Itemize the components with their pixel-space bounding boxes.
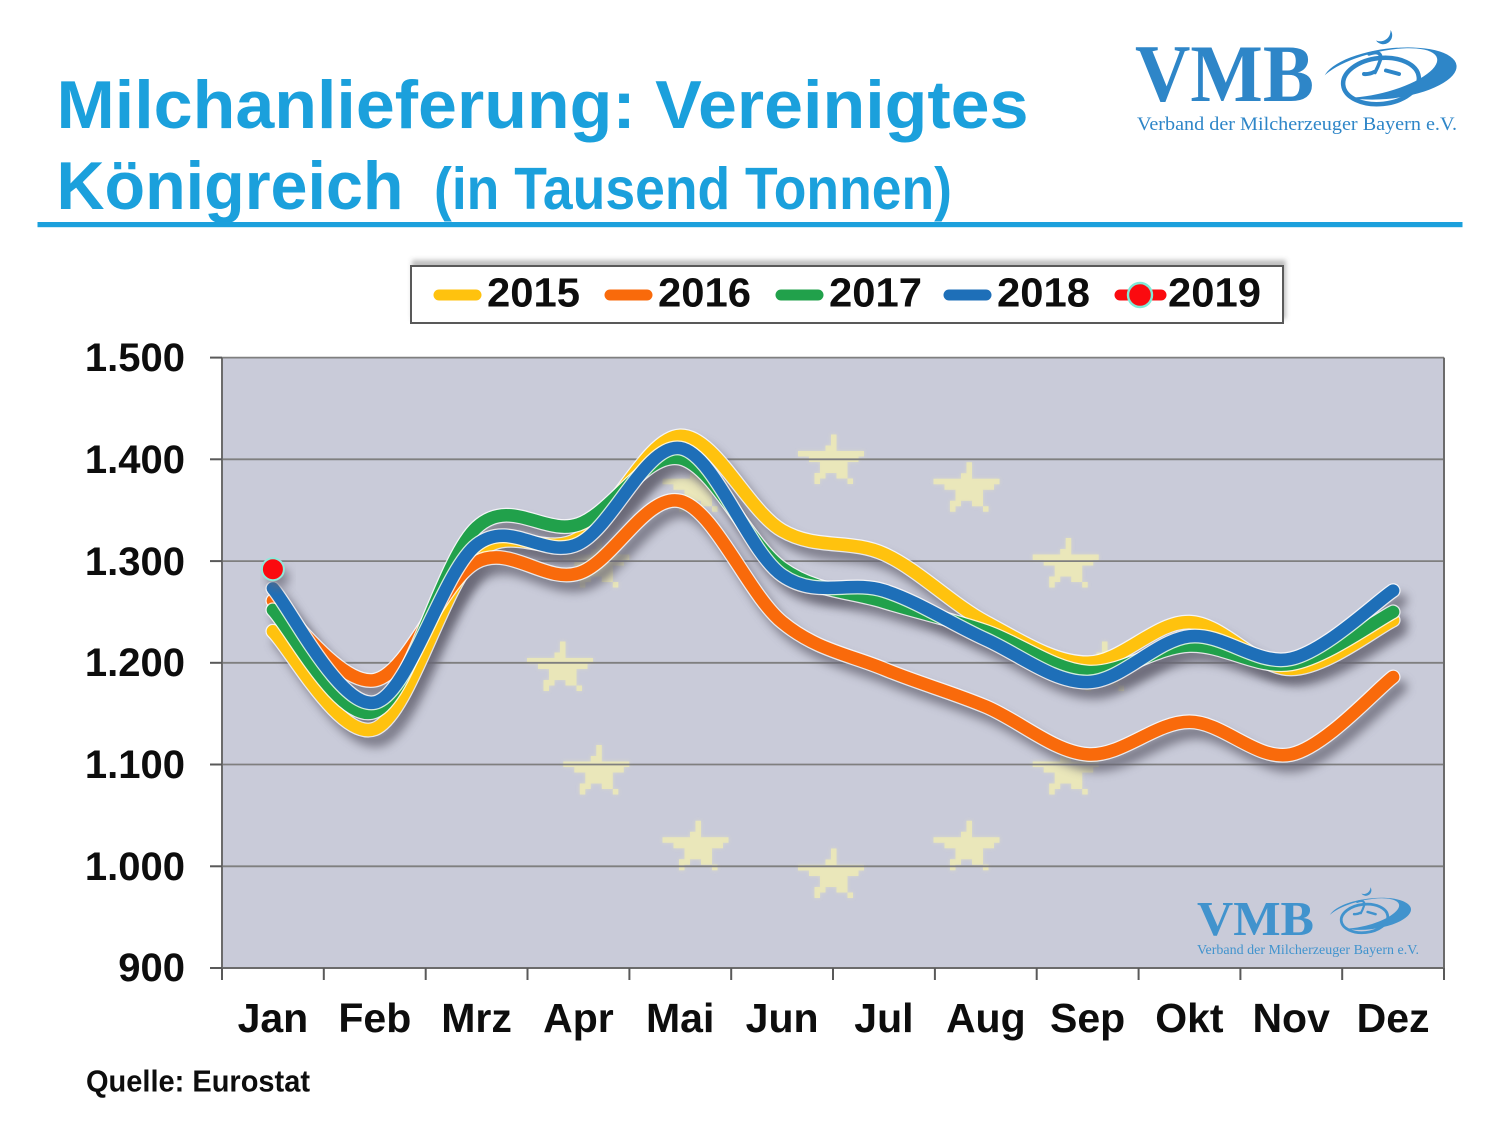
svg-text:Jul: Jul	[854, 995, 913, 1041]
svg-text:VMB: VMB	[1197, 891, 1314, 946]
svg-text:2015: 2015	[487, 270, 580, 316]
svg-text:Dez: Dez	[1357, 995, 1430, 1041]
svg-text:Quelle: Eurostat: Quelle: Eurostat	[86, 1065, 310, 1099]
svg-text:Mrz: Mrz	[441, 995, 512, 1041]
svg-text:Jan: Jan	[238, 995, 309, 1041]
svg-text:1.100: 1.100	[85, 743, 185, 787]
svg-text:Königreich: Königreich	[57, 148, 404, 224]
svg-text:2016: 2016	[658, 270, 751, 316]
svg-text:Mai: Mai	[646, 995, 714, 1041]
svg-text:VMB: VMB	[1135, 28, 1314, 119]
svg-text:1.000: 1.000	[85, 845, 185, 889]
svg-text:Apr: Apr	[543, 995, 614, 1041]
svg-text:Jun: Jun	[746, 995, 819, 1041]
svg-text:1.300: 1.300	[85, 540, 185, 584]
svg-text:900: 900	[118, 946, 185, 990]
svg-text:2017: 2017	[829, 270, 922, 316]
svg-text:Feb: Feb	[338, 995, 411, 1041]
svg-text:(in Tausend Tonnen): (in Tausend Tonnen)	[434, 155, 952, 222]
svg-text:2018: 2018	[997, 270, 1090, 316]
svg-text:Sep: Sep	[1050, 995, 1125, 1041]
svg-text:Verband der Milcherzeuger Baye: Verband der Milcherzeuger Bayern e.V.	[1197, 942, 1419, 957]
svg-text:1.400: 1.400	[85, 438, 185, 482]
svg-text:Aug: Aug	[946, 995, 1026, 1041]
svg-text:1.500: 1.500	[85, 336, 185, 380]
svg-text:Verband der Milcherzeuger Baye: Verband der Milcherzeuger Bayern e.V.	[1137, 114, 1457, 135]
svg-text:1.200: 1.200	[85, 641, 185, 685]
svg-text:Milchanlieferung: Vereinigtes: Milchanlieferung: Vereinigtes	[57, 67, 1029, 143]
svg-text:2019: 2019	[1168, 270, 1261, 316]
svg-text:Nov: Nov	[1252, 995, 1330, 1041]
svg-text:Okt: Okt	[1155, 995, 1224, 1041]
